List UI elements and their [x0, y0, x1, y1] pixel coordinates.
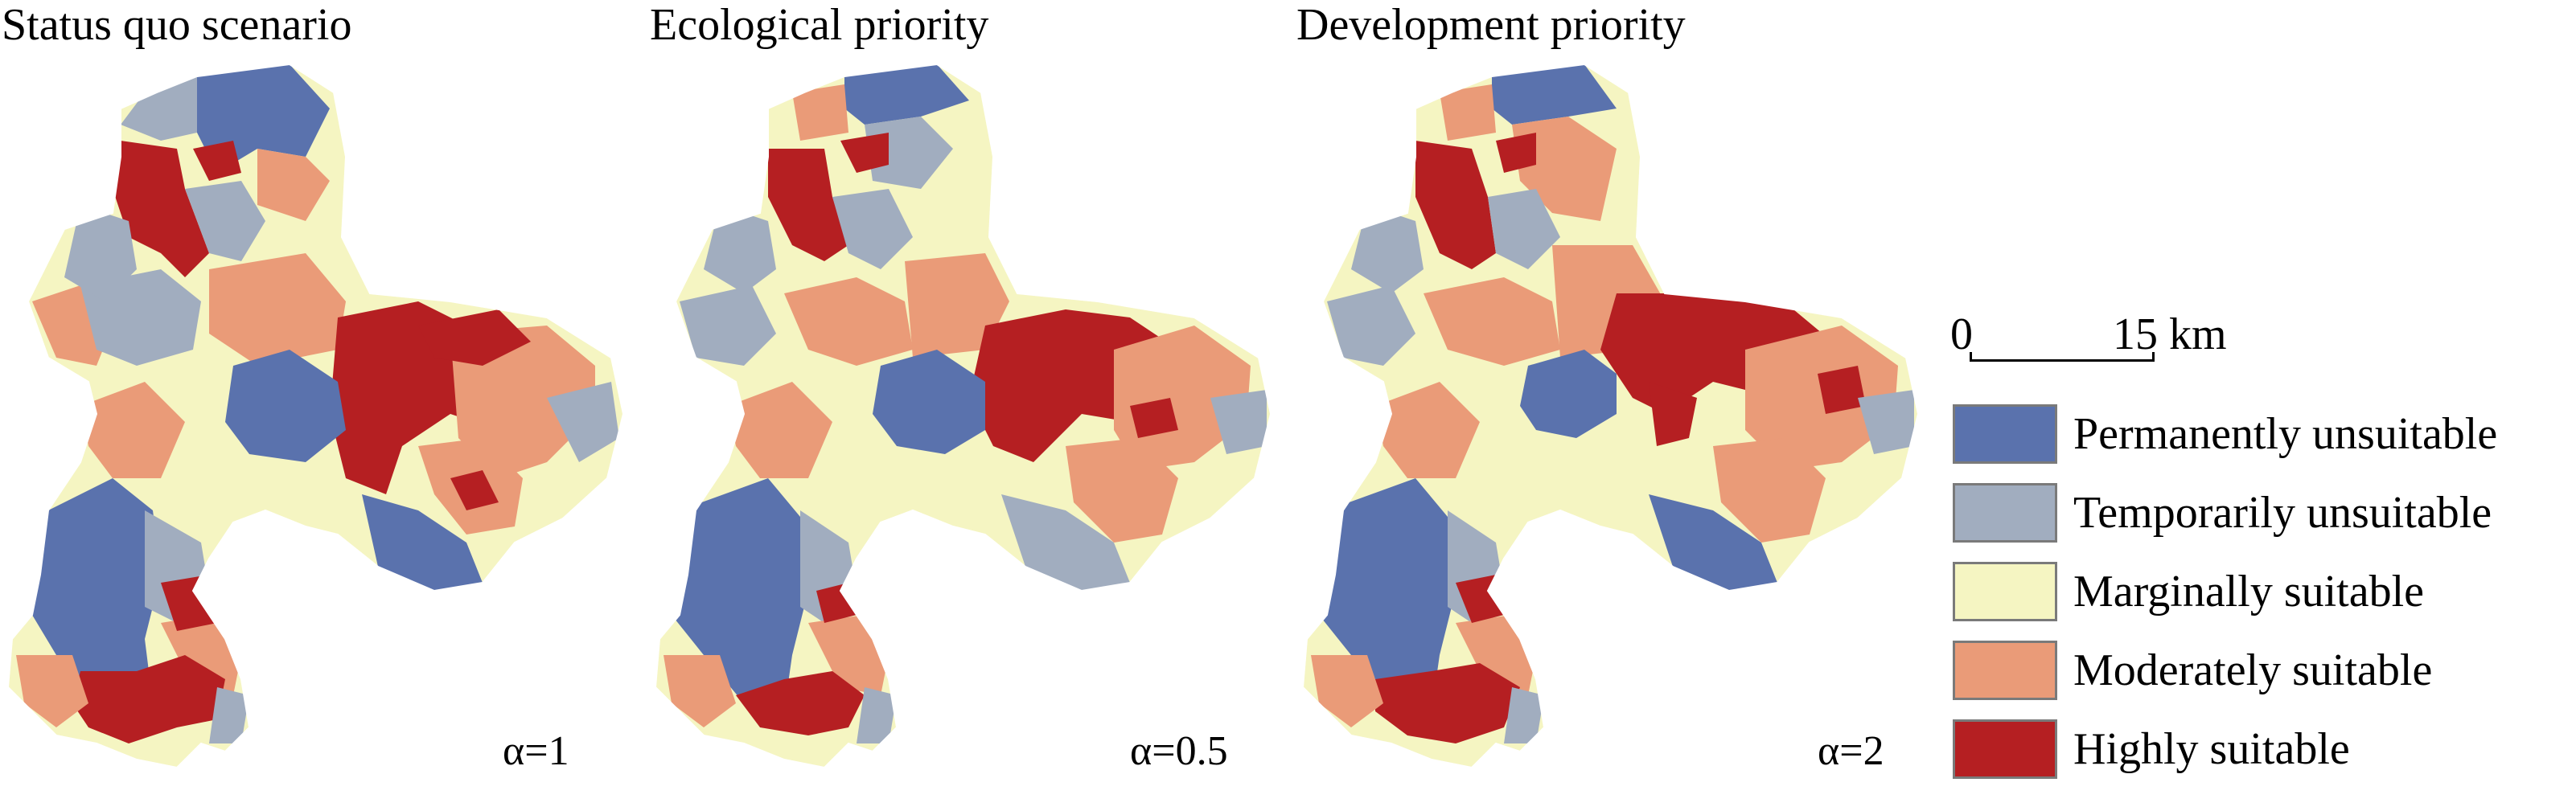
region-moderate [1375, 382, 1480, 478]
scale-bar-line [1970, 352, 2155, 362]
region-high [113, 141, 209, 277]
region-high [768, 149, 848, 261]
region-high [1415, 141, 1496, 269]
alpha-label-ecological: α=0.5 [1130, 728, 1228, 774]
panel-title-status-quo: Status quo scenario [2, 0, 352, 50]
region-permanent [672, 478, 808, 711]
region-moderate [905, 253, 1009, 358]
region-high [1818, 366, 1866, 414]
region-permanent [1492, 64, 1617, 125]
legend-label: Moderately suitable [2073, 645, 2433, 695]
legend-label: Temporarily unsuitable [2073, 488, 2492, 538]
legend-label: Highly suitable [2073, 724, 2350, 774]
region-moderate [209, 253, 346, 366]
legend-swatch [1953, 483, 2057, 543]
map-development [1301, 63, 1920, 769]
region-permanent [362, 494, 483, 591]
region-moderate [16, 655, 88, 727]
legend-item-moderately-suitable: Moderately suitable [1953, 641, 2572, 705]
scale-bar-start-label: 0 [1950, 309, 1973, 359]
scale-bar: 0 15 km [1950, 309, 2227, 376]
region-moderate [808, 615, 889, 695]
legend-item-temporarily-unsuitable: Temporarily unsuitable [1953, 483, 2572, 547]
region-temporary [1858, 390, 1914, 454]
region-permanent [1520, 350, 1617, 438]
region-high [1496, 133, 1536, 173]
region-permanent [873, 350, 985, 454]
legend-label: Marginally suitable [2073, 567, 2424, 616]
region-high [418, 309, 531, 366]
scale-bar-end-label: 15 km [2113, 309, 2227, 359]
region-moderate [784, 277, 913, 366]
region-temporary [832, 189, 913, 269]
legend-item-marginally-suitable: Marginally suitable [1953, 562, 2572, 626]
region-temporary [185, 181, 265, 261]
region-moderate [728, 382, 832, 478]
region-moderate [664, 655, 736, 727]
region-temporary [1504, 687, 1544, 743]
region-permanent [1649, 494, 1777, 591]
legend-swatch [1953, 641, 2057, 700]
region-temporary [1488, 189, 1560, 269]
region-moderate [80, 382, 185, 478]
panel-title-ecological: Ecological priority [650, 0, 989, 50]
region-temporary [1001, 494, 1130, 591]
legend-item-permanently-unsuitable: Permanently unsuitable [1953, 404, 2572, 469]
region-moderate [1456, 615, 1536, 695]
legend-item-highly-suitable: Highly suitable [1953, 719, 2572, 784]
region-temporary [704, 205, 776, 293]
region-high [736, 671, 865, 735]
region-high [840, 133, 889, 173]
region-temporary [64, 205, 137, 301]
legend-swatch [1953, 562, 2057, 621]
region-high [1649, 382, 1697, 446]
region-temporary [1210, 390, 1267, 454]
region-moderate [792, 84, 848, 141]
region-temporary [547, 382, 619, 462]
region-moderate [1066, 438, 1178, 543]
legend-swatch [1953, 719, 2057, 779]
alpha-label-status-quo: α=1 [503, 728, 569, 774]
region-temporary [1351, 205, 1424, 293]
region-temporary [857, 687, 897, 743]
map-ecological [654, 63, 1272, 769]
map-status-quo [6, 63, 625, 769]
region-moderate [1424, 277, 1560, 366]
region-high [193, 141, 241, 181]
region-high [1375, 663, 1520, 743]
region-temporary [121, 76, 197, 141]
panel-title-development: Development priority [1296, 0, 1686, 50]
region-temporary [680, 285, 776, 366]
region-moderate [1713, 438, 1826, 543]
region-high [72, 655, 225, 743]
region-moderate [1440, 84, 1496, 141]
region-temporary [1327, 285, 1415, 366]
region-high [1130, 398, 1178, 438]
legend-label: Permanently unsuitable [2073, 409, 2498, 459]
region-moderate [1311, 655, 1383, 727]
region-temporary [209, 687, 249, 743]
region-moderate [1745, 326, 1898, 470]
region-moderate [257, 149, 330, 221]
legend-swatch [1953, 404, 2057, 464]
region-permanent [1319, 478, 1456, 711]
region-high [450, 470, 499, 510]
region-moderate [161, 615, 241, 695]
region-permanent [844, 64, 969, 125]
alpha-label-development: α=2 [1818, 728, 1884, 774]
region-permanent [225, 350, 346, 462]
